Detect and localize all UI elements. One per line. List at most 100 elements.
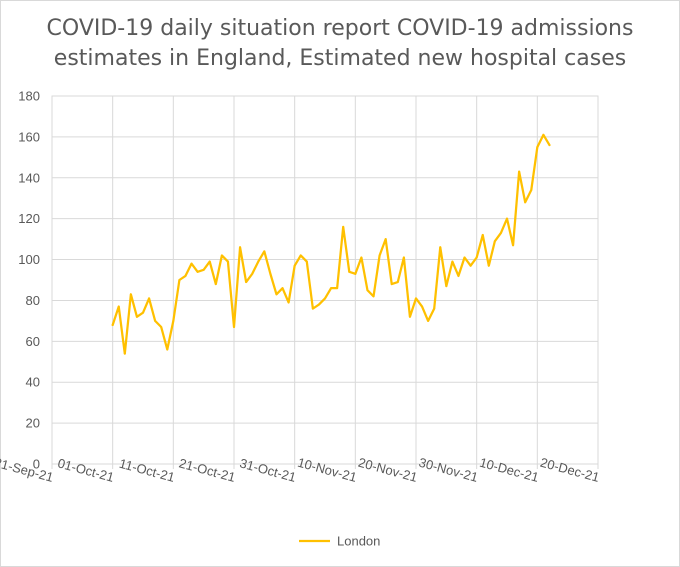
data-point (451, 260, 454, 263)
x-tick-label: 21-Oct-21 (177, 455, 237, 484)
data-point (415, 297, 417, 300)
data-point (299, 254, 302, 257)
data-point (123, 352, 126, 355)
data-point (148, 297, 150, 300)
data-point (136, 315, 138, 318)
data-point (409, 315, 411, 318)
data-point (542, 133, 545, 136)
data-point (360, 256, 363, 259)
data-point (396, 281, 399, 283)
data-point (214, 283, 217, 285)
data-point (160, 326, 163, 328)
data-point (227, 260, 229, 263)
data-point (251, 272, 254, 275)
data-point (245, 281, 248, 283)
data-point (548, 144, 551, 146)
data-point (487, 264, 490, 267)
y-tick-label: 0 (33, 457, 40, 472)
data-point (311, 307, 314, 310)
data-point (536, 146, 539, 149)
data-point (129, 293, 132, 296)
data-point (506, 217, 508, 220)
data-point (111, 324, 114, 326)
legend: London (299, 534, 380, 549)
y-tick-label: 60 (26, 334, 40, 349)
data-point (481, 234, 484, 236)
y-tick-label: 160 (18, 129, 40, 144)
x-tick-label: 20-Nov-21 (357, 455, 420, 485)
chart-title: COVID-19 daily situation report COVID-19… (46, 16, 634, 71)
data-point (354, 272, 357, 275)
data-point (348, 270, 351, 273)
data-point (208, 260, 211, 263)
data-point (275, 293, 278, 296)
data-point (421, 305, 423, 308)
data-point (184, 275, 187, 277)
data-point (366, 289, 369, 292)
y-tick-label: 20 (26, 416, 40, 431)
data-point (342, 225, 345, 228)
y-tick-label: 100 (18, 252, 40, 267)
plot-area-border (51, 95, 599, 465)
data-point (384, 238, 387, 241)
data-point (117, 305, 120, 308)
data-point (196, 270, 199, 273)
data-point (475, 256, 478, 259)
data-point (439, 246, 442, 249)
data-point (463, 256, 466, 259)
data-point (427, 319, 430, 322)
data-point (202, 268, 205, 271)
gridlines (51, 95, 599, 465)
data-point (372, 295, 375, 298)
x-tick-label: 01-Oct-21 (56, 455, 116, 484)
x-tick-label: 10-Nov-21 (296, 455, 359, 485)
data-point (433, 307, 436, 310)
data-point (142, 311, 144, 314)
data-point (293, 264, 296, 267)
data-point (178, 279, 181, 281)
data-point (530, 189, 533, 191)
data-point (190, 262, 193, 265)
y-tick-label: 140 (18, 170, 40, 185)
data-point (445, 285, 448, 288)
y-tick-label: 40 (26, 375, 40, 390)
data-point (239, 246, 241, 249)
data-point (220, 254, 223, 257)
data-point (257, 260, 260, 263)
y-axis: 0 20 40 60 80 100 120 140 160 180 (18, 89, 40, 472)
data-point (493, 240, 496, 243)
x-tick-label: 31-Oct-21 (238, 455, 298, 484)
data-point (324, 297, 326, 300)
data-point (469, 264, 472, 267)
data-point (518, 170, 521, 173)
data-point (287, 301, 290, 304)
data-point (457, 275, 460, 277)
data-point (390, 283, 393, 285)
series-group (111, 133, 551, 355)
data-point (233, 326, 235, 328)
data-point (330, 287, 332, 290)
data-point (402, 256, 405, 259)
x-tick-label: 21-Sep-21 (0, 455, 55, 485)
x-tick-label: 30-Nov-21 (417, 455, 480, 485)
x-tick-label: 10-Dec-21 (478, 455, 541, 485)
data-point (263, 250, 266, 253)
x-tick-label: 11-Oct-21 (118, 456, 177, 485)
data-point (318, 303, 320, 306)
data-point (524, 201, 527, 204)
y-tick-label: 120 (18, 211, 40, 226)
x-tick-label: 20-Dec-21 (539, 455, 602, 485)
data-point (305, 260, 308, 263)
y-tick-label: 180 (18, 89, 40, 104)
data-point (378, 254, 381, 257)
legend-label: London (337, 534, 380, 549)
data-point (500, 232, 502, 234)
series-line-london (111, 133, 551, 355)
data-point (336, 287, 339, 290)
data-point (281, 287, 284, 290)
data-point (166, 348, 169, 351)
y-tick-label: 80 (26, 293, 40, 308)
data-point (269, 272, 272, 275)
